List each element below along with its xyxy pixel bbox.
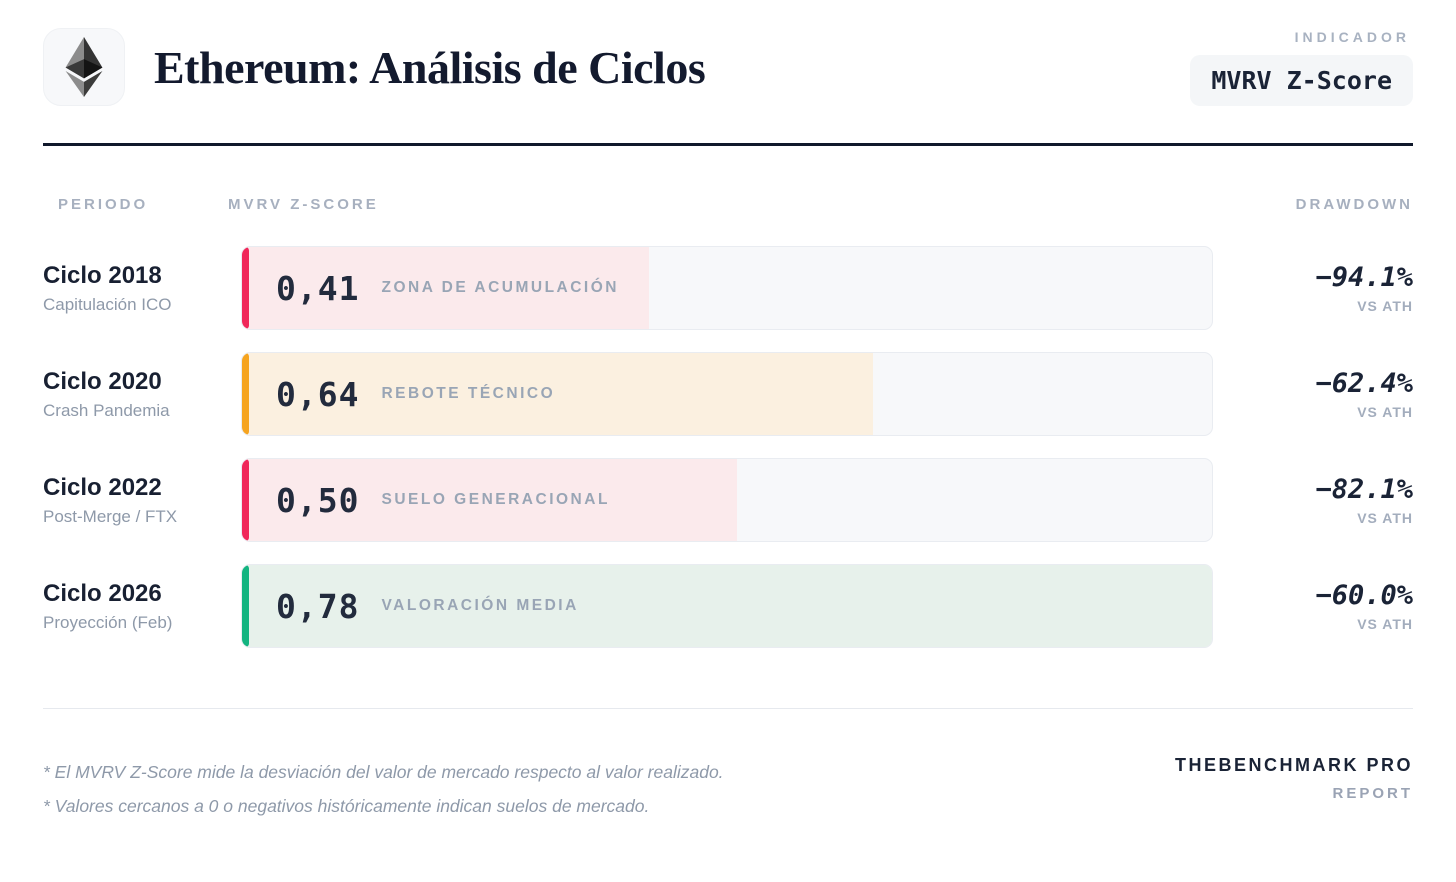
- mvrv-bar: 0,50 SUELO GENERACIONAL: [241, 458, 1213, 542]
- mvrv-value: 0,64: [276, 374, 360, 414]
- mvrv-bar: 0,78 VALORACIÓN MEDIA: [241, 564, 1213, 648]
- bar-content: 0,78 VALORACIÓN MEDIA: [242, 565, 1212, 647]
- cycle-title: Ciclo 2020: [43, 367, 162, 395]
- bar-fill: [242, 247, 650, 329]
- table-row: Ciclo 2022 Post-Merge / FTX 0,50 SUELO G…: [43, 458, 1413, 542]
- bar-accent: [242, 353, 249, 435]
- drawdown-value: −62.4%: [1315, 368, 1413, 399]
- bar-content: 0,64 REBOTE TÉCNICO: [242, 353, 1212, 435]
- cycle-subtitle: Capitulación ICO: [43, 294, 172, 314]
- drawdown-value: −82.1%: [1315, 474, 1413, 505]
- drawdown-value: −60.0%: [1315, 580, 1413, 611]
- mvrv-bar: 0,64 REBOTE TÉCNICO: [241, 352, 1213, 436]
- row-period-label: Ciclo 2022 Post-Merge / FTX: [43, 474, 241, 527]
- zone-label: VALORACIÓN MEDIA: [381, 597, 579, 614]
- zone-label: SUELO GENERACIONAL: [381, 491, 610, 508]
- column-header-drawdown: DRAWDOWN: [1295, 196, 1413, 213]
- bar-fill: [242, 353, 873, 435]
- drawdown-value: −94.1%: [1315, 262, 1413, 293]
- page-title: Ethereum: Análisis de Ciclos: [154, 41, 706, 93]
- ethereum-logo-box: [43, 28, 125, 106]
- zone-label: ZONA DE ACUMULACIÓN: [381, 279, 619, 296]
- drawdown-note: VS ATH: [1357, 510, 1413, 526]
- mvrv-value: 0,41: [276, 268, 360, 308]
- row-period-label: Ciclo 2020 Crash Pandemia: [43, 368, 241, 421]
- table-row: Ciclo 2018 Capitulación ICO 0,41 ZONA DE…: [43, 246, 1413, 330]
- brand-name: THEBENCHMARK PRO: [1175, 755, 1413, 775]
- brand-block: THEBENCHMARK PRO REPORT: [1175, 755, 1413, 802]
- drawdown-block: −60.0% VS ATH: [1213, 580, 1413, 632]
- header-divider: [43, 143, 1413, 146]
- header: Ethereum: Análisis de Ciclos INDICADOR M…: [43, 0, 1413, 106]
- bar-fill: [242, 459, 737, 541]
- drawdown-block: −94.1% VS ATH: [1213, 262, 1413, 314]
- cycle-title: Ciclo 2022: [43, 473, 162, 501]
- brand-report-label: REPORT: [1332, 785, 1413, 802]
- cycle-subtitle: Post-Merge / FTX: [43, 506, 178, 526]
- drawdown-block: −82.1% VS ATH: [1213, 474, 1413, 526]
- mvrv-value: 0,78: [276, 586, 360, 626]
- cycle-subtitle: Proyección (Feb): [43, 612, 173, 632]
- footnotes: * El MVRV Z-Score mide la desviación del…: [43, 755, 724, 823]
- drawdown-note: VS ATH: [1357, 404, 1413, 420]
- table-row: Ciclo 2026 Proyección (Feb) 0,78 VALORAC…: [43, 564, 1413, 648]
- bar-accent: [242, 459, 249, 541]
- footer: * El MVRV Z-Score mide la desviación del…: [43, 755, 1413, 823]
- bar-content: 0,50 SUELO GENERACIONAL: [242, 459, 1212, 541]
- ethereum-icon: [65, 37, 103, 97]
- bar-content: 0,41 ZONA DE ACUMULACIÓN: [242, 247, 1212, 329]
- drawdown-note: VS ATH: [1357, 298, 1413, 314]
- footnote-line: * El MVRV Z-Score mide la desviación del…: [43, 762, 724, 782]
- table-row: Ciclo 2020 Crash Pandemia 0,64 REBOTE TÉ…: [43, 352, 1413, 436]
- row-period-label: Ciclo 2018 Capitulación ICO: [43, 262, 241, 315]
- cycle-title: Ciclo 2026: [43, 579, 162, 607]
- mvrv-value: 0,50: [276, 480, 360, 520]
- bar-accent: [242, 565, 249, 647]
- indicator-label: INDICADOR: [1294, 28, 1410, 45]
- mvrv-bar: 0,41 ZONA DE ACUMULACIÓN: [241, 246, 1213, 330]
- column-headers: PERIODO MVRV Z-SCORE DRAWDOWN: [43, 196, 1413, 213]
- indicator-block: INDICADOR MVRV Z-Score: [1190, 29, 1413, 106]
- cycle-title: Ciclo 2018: [43, 261, 162, 289]
- column-header-score: MVRV Z-SCORE: [228, 196, 379, 213]
- drawdown-note: VS ATH: [1357, 616, 1413, 632]
- footer-divider: [43, 708, 1413, 709]
- cycle-rows: Ciclo 2018 Capitulación ICO 0,41 ZONA DE…: [43, 246, 1413, 648]
- footnote-line: * Valores cercanos a 0 o negativos histó…: [43, 796, 650, 816]
- column-header-period: PERIODO: [58, 196, 149, 213]
- indicator-badge: MVRV Z-Score: [1190, 54, 1413, 106]
- cycle-subtitle: Crash Pandemia: [43, 400, 170, 420]
- drawdown-block: −62.4% VS ATH: [1213, 368, 1413, 420]
- row-period-label: Ciclo 2026 Proyección (Feb): [43, 580, 241, 633]
- bar-accent: [242, 247, 249, 329]
- zone-label: REBOTE TÉCNICO: [381, 385, 556, 402]
- bar-fill: [242, 565, 1212, 647]
